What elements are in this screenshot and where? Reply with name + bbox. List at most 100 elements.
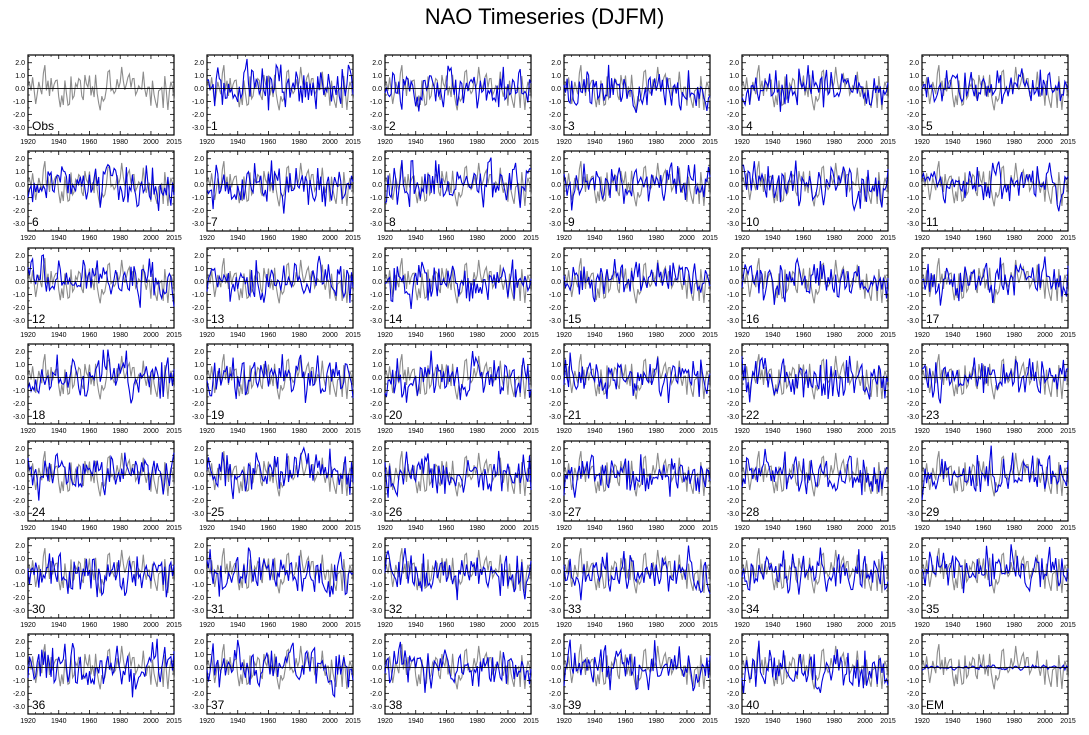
y-tick-label: 2.0 (15, 156, 25, 163)
member-line (384, 350, 532, 403)
x-tick-label: 2000 (857, 718, 873, 725)
x-tick-label: 2000 (857, 428, 873, 435)
x-tick-label: 1940 (51, 525, 67, 532)
x-tick-label: 1920 (556, 525, 572, 532)
x-tick-label: 2000 (1037, 428, 1053, 435)
y-tick-label: 1.0 (909, 556, 919, 563)
y-tick-label: -2.0 (907, 305, 919, 312)
y-tick-label: 1.0 (909, 459, 919, 466)
y-tick-label: -2.0 (549, 595, 561, 602)
x-tick-label: 1960 (261, 139, 277, 146)
x-tick-label: 2000 (500, 139, 516, 146)
y-tick-label: -2.0 (549, 305, 561, 312)
x-tick-label: 1960 (82, 332, 98, 339)
x-tick-label: 1960 (976, 525, 992, 532)
y-tick-label: 0.0 (729, 569, 739, 576)
y-tick-label: -3.0 (907, 704, 919, 711)
y-tick-label: 1.0 (194, 556, 204, 563)
panel-label: 36 (32, 698, 46, 712)
y-tick-label: 2.0 (372, 60, 382, 67)
y-tick-label: 2.0 (729, 543, 739, 550)
y-tick-label: 2.0 (551, 156, 561, 163)
member-line (384, 65, 532, 112)
y-tick-label: -2.0 (13, 112, 25, 119)
x-tick-label: 2015 (702, 332, 718, 339)
x-tick-label: 1920 (20, 428, 36, 435)
y-tick-label: 0.0 (909, 279, 919, 286)
y-tick-label: -3.0 (192, 511, 204, 518)
x-tick-label: 2015 (1060, 235, 1076, 242)
member-line (563, 545, 711, 601)
y-tick-label: -3.0 (727, 125, 739, 132)
y-tick-label: -2.0 (727, 401, 739, 408)
x-tick-label: 1940 (587, 622, 603, 629)
y-tick-label: -1.0 (370, 388, 382, 395)
panel-6: 2.0 1.0 0.0 -1.0 -2.0 -3.0 1920 1940 1960 1980 200… (13, 150, 182, 242)
y-tick-label: 1.0 (729, 459, 739, 466)
y-tick-label: -1.0 (727, 195, 739, 202)
obs-line (563, 257, 711, 304)
y-tick-label: -1.0 (13, 582, 25, 589)
member-line (563, 639, 711, 692)
member-line (921, 445, 1069, 501)
x-tick-label: 1940 (230, 332, 246, 339)
y-tick-label: -1.0 (549, 485, 561, 492)
member-line (563, 454, 711, 498)
x-tick-label: 1920 (734, 235, 750, 242)
y-tick-label: -3.0 (370, 125, 382, 132)
x-tick-label: 1920 (734, 428, 750, 435)
x-tick-label: 1940 (587, 428, 603, 435)
y-tick-label: 1.0 (372, 362, 382, 369)
y-tick-label: -1.0 (549, 99, 561, 106)
x-tick-label: 1940 (51, 139, 67, 146)
x-tick-label: 1960 (796, 525, 812, 532)
panel-label: 6 (32, 215, 39, 229)
x-tick-label: 1920 (20, 235, 36, 242)
x-tick-label: 1960 (439, 139, 455, 146)
y-tick-label: -1.0 (13, 485, 25, 492)
panel-label: 35 (926, 602, 940, 616)
y-tick-label: 1.0 (15, 73, 25, 80)
panel-label: 33 (568, 602, 582, 616)
x-tick-label: 2015 (166, 718, 182, 725)
y-tick-label: 0.0 (15, 472, 25, 479)
x-tick-label: 2000 (143, 718, 159, 725)
panel-label: 12 (32, 312, 46, 326)
y-tick-label: -1.0 (192, 678, 204, 685)
x-tick-label: 1980 (826, 622, 842, 629)
y-tick-label: 2.0 (729, 156, 739, 163)
x-tick-label: 1940 (587, 235, 603, 242)
x-tick-label: 1920 (734, 525, 750, 532)
x-tick-label: 1960 (976, 428, 992, 435)
y-tick-label: -3.0 (370, 511, 382, 518)
y-tick-label: 2.0 (551, 60, 561, 67)
panel-20: 2.0 1.0 0.0 -1.0 -2.0 -3.0 1920 1940 1960 1980 200… (370, 343, 539, 435)
y-tick-label: 2.0 (909, 446, 919, 453)
x-tick-label: 1920 (199, 428, 215, 435)
y-tick-label: -1.0 (192, 388, 204, 395)
x-tick-label: 1920 (377, 622, 393, 629)
member-line (741, 547, 889, 595)
x-tick-label: 1920 (914, 525, 930, 532)
x-tick-label: 1920 (199, 718, 215, 725)
x-tick-label: 1980 (1006, 718, 1022, 725)
panel-12: 2.0 1.0 0.0 -1.0 -2.0 -3.0 1920 1940 1960 1980 200… (13, 247, 182, 339)
x-tick-label: 2015 (523, 718, 539, 725)
obs-line (741, 64, 889, 111)
member-line (921, 161, 1069, 212)
panel-7: 2.0 1.0 0.0 -1.0 -2.0 -3.0 1920 1940 1960 1980 200… (192, 150, 361, 242)
x-tick-label: 1940 (51, 622, 67, 629)
y-tick-label: -2.0 (13, 498, 25, 505)
panel-27: 2.0 1.0 0.0 -1.0 -2.0 -3.0 1920 1940 1960 1980 200… (549, 440, 718, 532)
y-tick-label: -2.0 (13, 691, 25, 698)
y-tick-label: -1.0 (13, 195, 25, 202)
x-tick-label: 1960 (618, 622, 634, 629)
y-tick-label: 0.0 (372, 569, 382, 576)
y-tick-label: -1.0 (907, 582, 919, 589)
x-tick-label: 1980 (469, 622, 485, 629)
y-tick-label: -1.0 (727, 678, 739, 685)
y-tick-label: 1.0 (551, 362, 561, 369)
x-tick-label: 2015 (1060, 622, 1076, 629)
obs-line (27, 643, 175, 690)
y-tick-label: 1.0 (729, 169, 739, 176)
